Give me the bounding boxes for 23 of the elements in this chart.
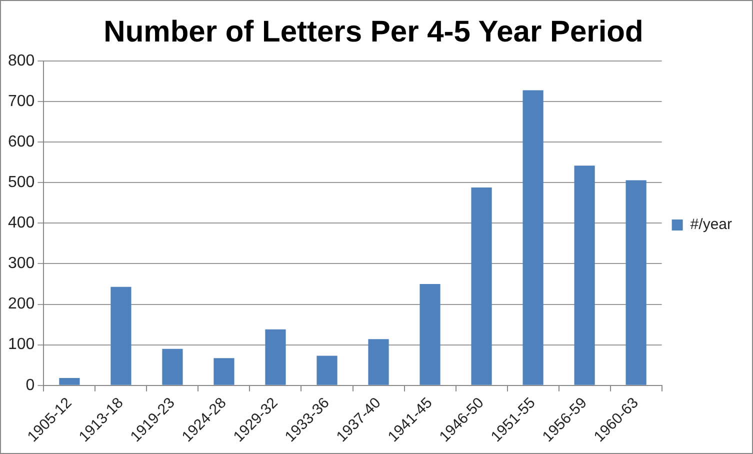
bar (214, 358, 234, 385)
y-tick-label: 500 (8, 174, 35, 192)
y-tick-label: 100 (8, 336, 35, 354)
bar (420, 284, 440, 385)
bar (522, 90, 544, 385)
bar (110, 286, 132, 385)
bar (626, 180, 646, 385)
bar (316, 356, 338, 385)
bar (59, 378, 80, 385)
bar (471, 187, 492, 385)
y-tick-label: 0 (26, 376, 35, 394)
y-tick-label: 700 (8, 92, 35, 110)
y-tick-label: 300 (8, 255, 35, 272)
bar (574, 166, 595, 385)
bar (162, 348, 183, 385)
y-tick-label: 800 (8, 52, 35, 70)
chart-title: Number of Letters Per 4-5 Year Period (104, 15, 644, 48)
y-tick-label: 200 (8, 296, 35, 313)
legend-label: #/year (690, 216, 732, 234)
bar (368, 339, 389, 385)
y-tick-label: 600 (8, 133, 35, 150)
bar (265, 329, 286, 385)
y-tick-label: 400 (8, 214, 35, 232)
